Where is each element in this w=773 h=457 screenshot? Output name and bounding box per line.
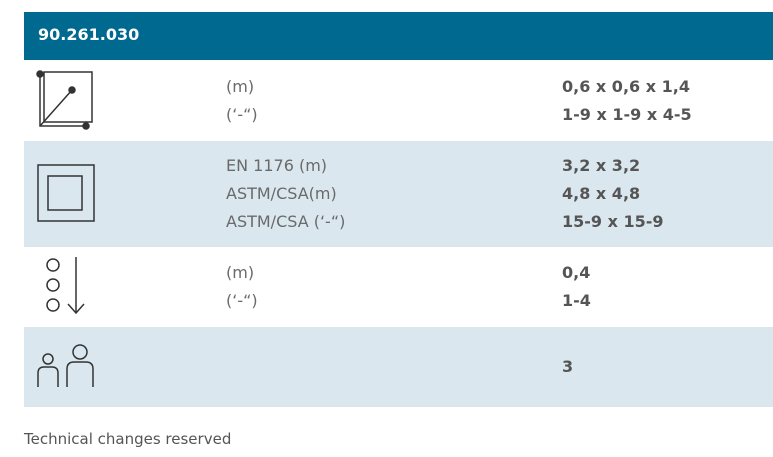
- spec-label: ASTM/CSA(m): [226, 184, 337, 203]
- header: 90.261.030: [24, 12, 773, 60]
- spec-value: 0,6 x 0,6 x 1,4: [562, 76, 690, 96]
- product-code: 90.261.030: [38, 25, 140, 44]
- spec-label: (‘-“): [226, 104, 258, 124]
- values: 3,2 x 3,2 4,8 x 4,8 15-9 x 15-9: [562, 141, 664, 247]
- spec-label: (‘-“): [226, 291, 258, 310]
- area-icon: [37, 164, 95, 222]
- spec-value: 3: [562, 357, 574, 376]
- spec-label: (m): [226, 263, 255, 282]
- spec-value: 15-9 x 15-9: [562, 212, 664, 231]
- labels: (m) (‘-“): [226, 60, 258, 141]
- spec-value: 4,8 x 4,8: [562, 184, 641, 203]
- labels: EN 1176 (m) ASTM/CSA(m) ASTM/CSA (‘-“): [226, 141, 345, 247]
- row: (m) (‘-“) 0,4 1-4: [24, 247, 773, 327]
- values: 3: [562, 327, 573, 407]
- spec-label: EN 1176 (m): [226, 156, 328, 175]
- spec-label: ASTM/CSA (‘-“): [226, 212, 346, 231]
- spec-value: 1-4: [562, 291, 591, 310]
- spec-label: (m): [226, 76, 255, 96]
- users-icon: [37, 344, 94, 387]
- spec-value: 1-9 x 1-9 x 4-5: [562, 104, 692, 124]
- height-icon: [46, 257, 85, 315]
- labels: (m) (‘-“): [226, 247, 258, 327]
- footer-note: Technical changes reserved: [24, 430, 232, 448]
- values: 0,4 1-4: [562, 247, 591, 327]
- spec-value: 3,2 x 3,2: [562, 156, 641, 175]
- row: (m) (‘-“) 0,6 x 0,6 x 1,4 1-9 x 1-9 x 4-5: [24, 60, 773, 141]
- row: EN 1176 (m) ASTM/CSA(m) ASTM/CSA (‘-“) 3,2 …: [24, 141, 773, 247]
- size-icon: [36, 70, 93, 130]
- values: 0,6 x 0,6 x 1,4 1-9 x 1-9 x 4-5: [562, 60, 692, 141]
- spec-value: 0,4: [562, 263, 591, 282]
- row: 3: [24, 327, 773, 407]
